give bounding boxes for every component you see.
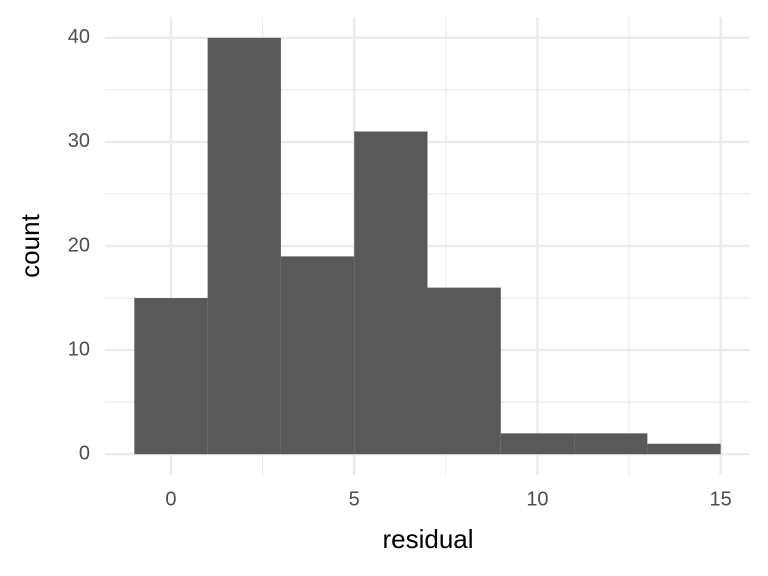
x-tick-label: 5 [349,488,360,510]
bar [574,433,648,455]
y-tick-label: 0 [79,442,90,464]
bar [427,287,501,455]
y-tick-label: 10 [68,338,90,360]
y-tick-label: 20 [68,234,90,256]
x-tick-label: 0 [165,488,176,510]
x-tick-label: 10 [526,488,548,510]
bar [280,256,355,455]
bar [647,443,721,455]
bar [207,37,281,455]
x-axis-title: residual [382,524,473,554]
y-tick-label: 30 [68,130,90,152]
bar [354,131,428,455]
bar [500,433,575,455]
y-axis-title: count [15,213,45,277]
y-tick-label: 40 [68,26,90,48]
bar [134,298,208,455]
x-tick-label: 15 [710,488,732,510]
